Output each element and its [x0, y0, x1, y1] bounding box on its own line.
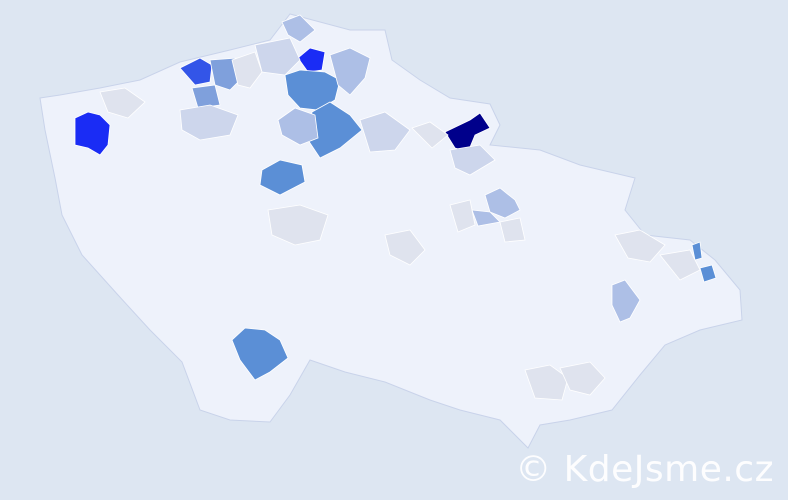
district-level0[interactable] [614, 229, 666, 263]
district-level4[interactable] [691, 241, 703, 261]
district-level4[interactable] [699, 264, 717, 283]
district-level1[interactable] [179, 104, 239, 141]
district-level0[interactable] [499, 217, 526, 243]
district-level4[interactable] [284, 69, 341, 111]
district-level1[interactable] [359, 111, 411, 153]
district-level1[interactable] [449, 144, 496, 176]
district-level6[interactable] [74, 111, 111, 156]
district-level2[interactable] [611, 279, 641, 323]
district-level0[interactable] [231, 51, 263, 89]
district-level4[interactable] [231, 327, 289, 381]
districts-layer [74, 14, 717, 401]
district-level2[interactable] [281, 14, 316, 43]
district-level2[interactable] [329, 47, 371, 96]
district-level0[interactable] [411, 121, 449, 149]
watermark: © KdeJsme.cz [515, 449, 774, 490]
district-level5[interactable] [179, 57, 213, 86]
district-level0[interactable] [267, 204, 329, 246]
district-level0[interactable] [524, 364, 569, 401]
district-level3[interactable] [191, 84, 221, 109]
district-level0[interactable] [449, 199, 476, 233]
district-level0[interactable] [659, 249, 701, 281]
district-level2[interactable] [277, 107, 319, 146]
district-level0[interactable] [99, 87, 146, 119]
district-level7[interactable] [444, 112, 491, 153]
district-level4[interactable] [259, 159, 306, 196]
district-level6[interactable] [297, 47, 326, 73]
district-level4[interactable] [307, 101, 363, 159]
district-level0[interactable] [384, 229, 426, 266]
district-level0[interactable] [559, 361, 606, 396]
